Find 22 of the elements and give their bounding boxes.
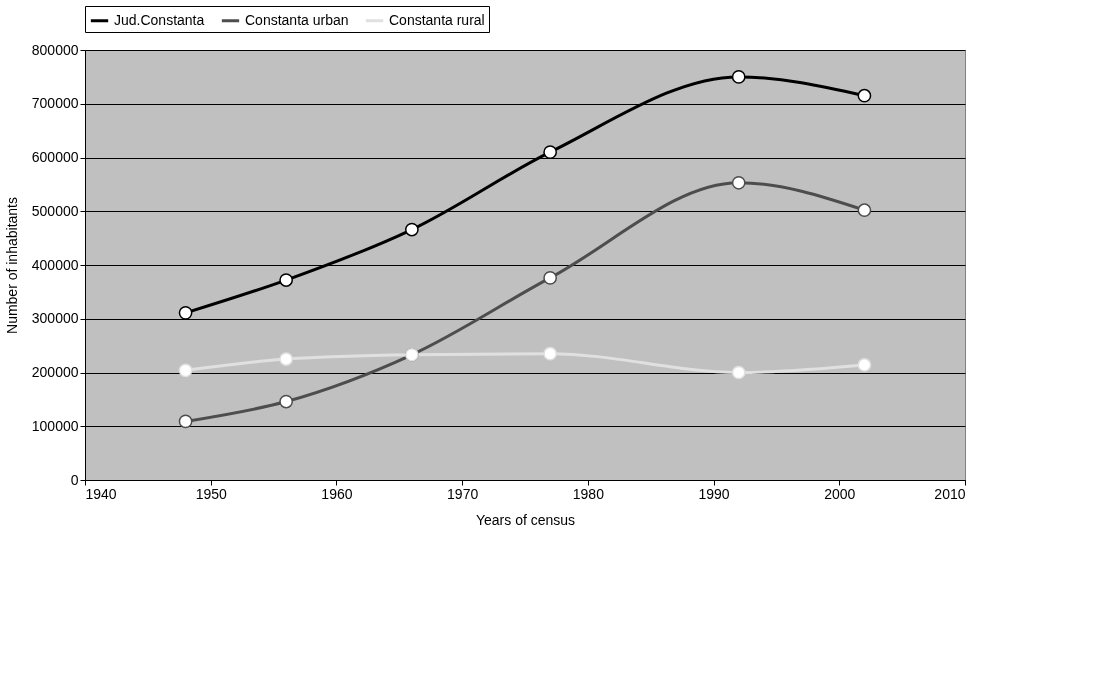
y-tick-label: 600000 [31,149,79,165]
y-tick-label: 300000 [31,310,79,327]
x-tick-label: 1980 [572,485,605,502]
x-tick-label: 1970 [447,485,479,502]
x-axis-title: Years of census [475,511,576,528]
x-tick-label: 2000 [824,485,856,502]
x-tick-label: 1990 [698,485,730,502]
y-tick-label: 200000 [31,364,79,380]
legend-label: Jud.Constanta [114,11,205,28]
legend-label: Constanta urban [245,11,349,28]
legend-label: Constanta rural [389,11,485,28]
x-tick-label: 2010 [934,485,966,502]
y-tick-label: 100000 [31,417,79,434]
x-tick-label: 1940 [85,485,117,502]
y-tick-label: 400000 [31,256,79,273]
x-tick-label: 1950 [195,485,227,502]
y-tick-label: 500000 [31,202,79,219]
y-axis-title: Number of inhabitants [3,197,20,334]
y-tick-label: 700000 [31,95,79,112]
y-tick-label: 800000 [31,41,79,58]
y-tick-label: 0 [70,471,79,488]
x-tick-label: 1960 [321,485,353,502]
